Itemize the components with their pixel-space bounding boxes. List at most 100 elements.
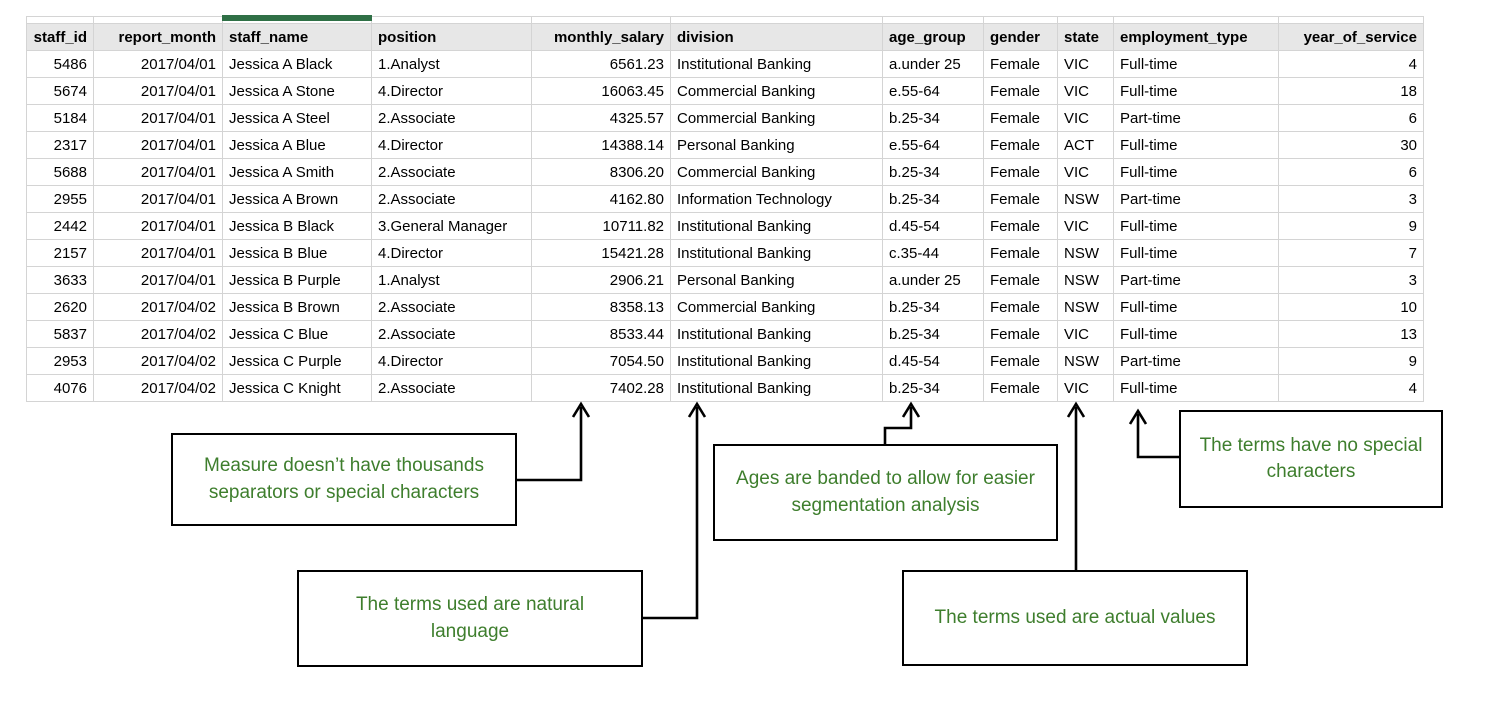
cell-position[interactable]: 2.Associate (371, 185, 532, 213)
cell-division[interactable]: Commercial Banking (670, 158, 883, 186)
cell-year_of_service[interactable]: 9 (1278, 212, 1424, 240)
cell-staff_id[interactable]: 5674 (26, 77, 94, 105)
cell-report_month[interactable]: 2017/04/01 (93, 239, 223, 267)
cell-staff_name[interactable]: Jessica B Purple (222, 266, 372, 294)
cell-employment_type[interactable]: Full-time (1113, 131, 1279, 159)
cell-employment_type[interactable]: Full-time (1113, 293, 1279, 321)
cell-report_month[interactable]: 2017/04/01 (93, 50, 223, 78)
cell-division[interactable]: Institutional Banking (670, 212, 883, 240)
column-header-position[interactable]: position (371, 23, 532, 51)
cell-state[interactable]: VIC (1057, 50, 1114, 78)
cell-gender[interactable]: Female (983, 239, 1058, 267)
cell-staff_id[interactable]: 2442 (26, 212, 94, 240)
cell-monthly_salary[interactable]: 15421.28 (531, 239, 671, 267)
cell-staff_id[interactable]: 3633 (26, 266, 94, 294)
cell-monthly_salary[interactable]: 2906.21 (531, 266, 671, 294)
partial-cell[interactable] (1278, 16, 1424, 24)
cell-year_of_service[interactable]: 6 (1278, 158, 1424, 186)
cell-gender[interactable]: Female (983, 104, 1058, 132)
cell-year_of_service[interactable]: 3 (1278, 266, 1424, 294)
cell-gender[interactable]: Female (983, 266, 1058, 294)
cell-age_group[interactable]: b.25-34 (882, 293, 984, 321)
cell-position[interactable]: 4.Director (371, 347, 532, 375)
cell-state[interactable]: NSW (1057, 266, 1114, 294)
cell-monthly_salary[interactable]: 7402.28 (531, 374, 671, 402)
cell-staff_id[interactable]: 2955 (26, 185, 94, 213)
cell-monthly_salary[interactable]: 8358.13 (531, 293, 671, 321)
cell-division[interactable]: Institutional Banking (670, 239, 883, 267)
cell-position[interactable]: 4.Director (371, 239, 532, 267)
column-header-division[interactable]: division (670, 23, 883, 51)
cell-gender[interactable]: Female (983, 50, 1058, 78)
column-header-report_month[interactable]: report_month (93, 23, 223, 51)
cell-monthly_salary[interactable]: 14388.14 (531, 131, 671, 159)
cell-staff_name[interactable]: Jessica B Blue (222, 239, 372, 267)
column-header-staff_id[interactable]: staff_id (26, 23, 94, 51)
cell-report_month[interactable]: 2017/04/01 (93, 77, 223, 105)
cell-position[interactable]: 2.Associate (371, 374, 532, 402)
cell-report_month[interactable]: 2017/04/02 (93, 320, 223, 348)
cell-division[interactable]: Institutional Banking (670, 320, 883, 348)
cell-division[interactable]: Institutional Banking (670, 347, 883, 375)
cell-position[interactable]: 4.Director (371, 131, 532, 159)
cell-employment_type[interactable]: Full-time (1113, 320, 1279, 348)
cell-position[interactable]: 1.Analyst (371, 50, 532, 78)
cell-position[interactable]: 4.Director (371, 77, 532, 105)
cell-staff_id[interactable]: 5184 (26, 104, 94, 132)
partial-cell[interactable] (983, 16, 1058, 24)
cell-division[interactable]: Information Technology (670, 185, 883, 213)
cell-division[interactable]: Commercial Banking (670, 77, 883, 105)
column-header-monthly_salary[interactable]: monthly_salary (531, 23, 671, 51)
cell-report_month[interactable]: 2017/04/02 (93, 293, 223, 321)
cell-state[interactable]: VIC (1057, 374, 1114, 402)
cell-division[interactable]: Commercial Banking (670, 104, 883, 132)
cell-staff_name[interactable]: Jessica C Knight (222, 374, 372, 402)
cell-state[interactable]: NSW (1057, 347, 1114, 375)
cell-age_group[interactable]: b.25-34 (882, 158, 984, 186)
cell-division[interactable]: Personal Banking (670, 131, 883, 159)
cell-age_group[interactable]: b.25-34 (882, 185, 984, 213)
column-header-year_of_service[interactable]: year_of_service (1278, 23, 1424, 51)
cell-employment_type[interactable]: Full-time (1113, 77, 1279, 105)
partial-cell[interactable] (1113, 16, 1279, 24)
cell-employment_type[interactable]: Part-time (1113, 266, 1279, 294)
cell-position[interactable]: 2.Associate (371, 293, 532, 321)
partial-cell[interactable] (93, 16, 223, 24)
cell-state[interactable]: NSW (1057, 293, 1114, 321)
cell-monthly_salary[interactable]: 4325.57 (531, 104, 671, 132)
partial-cell[interactable] (531, 16, 671, 24)
column-header-employment_type[interactable]: employment_type (1113, 23, 1279, 51)
cell-gender[interactable]: Female (983, 212, 1058, 240)
cell-staff_id[interactable]: 2317 (26, 131, 94, 159)
cell-state[interactable]: NSW (1057, 185, 1114, 213)
cell-year_of_service[interactable]: 13 (1278, 320, 1424, 348)
cell-year_of_service[interactable]: 3 (1278, 185, 1424, 213)
cell-employment_type[interactable]: Full-time (1113, 212, 1279, 240)
cell-report_month[interactable]: 2017/04/01 (93, 158, 223, 186)
cell-gender[interactable]: Female (983, 293, 1058, 321)
cell-age_group[interactable]: a.under 25 (882, 266, 984, 294)
column-header-gender[interactable]: gender (983, 23, 1058, 51)
cell-division[interactable]: Personal Banking (670, 266, 883, 294)
cell-year_of_service[interactable]: 30 (1278, 131, 1424, 159)
cell-report_month[interactable]: 2017/04/02 (93, 374, 223, 402)
cell-staff_id[interactable]: 5837 (26, 320, 94, 348)
cell-age_group[interactable]: e.55-64 (882, 131, 984, 159)
cell-state[interactable]: VIC (1057, 104, 1114, 132)
cell-position[interactable]: 3.General Manager (371, 212, 532, 240)
partial-cell[interactable] (882, 16, 984, 24)
cell-age_group[interactable]: c.35-44 (882, 239, 984, 267)
cell-gender[interactable]: Female (983, 158, 1058, 186)
cell-staff_name[interactable]: Jessica A Steel (222, 104, 372, 132)
cell-monthly_salary[interactable]: 10711.82 (531, 212, 671, 240)
partial-cell[interactable] (670, 16, 883, 24)
cell-age_group[interactable]: b.25-34 (882, 104, 984, 132)
cell-staff_id[interactable]: 2620 (26, 293, 94, 321)
cell-staff_name[interactable]: Jessica A Black (222, 50, 372, 78)
partial-cell[interactable] (1057, 16, 1114, 24)
cell-year_of_service[interactable]: 4 (1278, 50, 1424, 78)
cell-position[interactable]: 2.Associate (371, 104, 532, 132)
cell-division[interactable]: Commercial Banking (670, 293, 883, 321)
cell-staff_name[interactable]: Jessica A Smith (222, 158, 372, 186)
cell-employment_type[interactable]: Full-time (1113, 50, 1279, 78)
